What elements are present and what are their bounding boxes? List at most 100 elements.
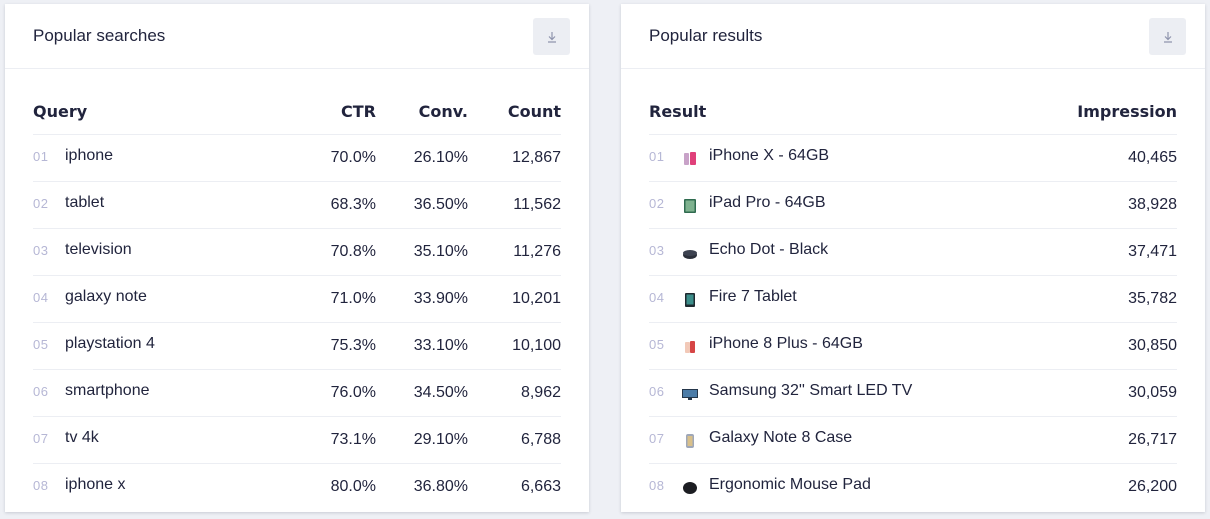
iphone-x-thumbnail-icon [684,152,696,165]
result-text[interactable]: Ergonomic Mouse Pad [709,476,871,493]
impression-value: 37,471 [1128,243,1177,260]
row-number: 04 [649,290,665,305]
row-number: 07 [649,431,665,446]
result-text[interactable]: Samsung 32'' Smart LED TV [709,382,913,399]
table-header: Query CTR Conv. Count [33,88,561,135]
popular-results-panel: Popular results Result Impression 01 iPho… [621,4,1205,512]
conv-value: 36.80% [413,478,468,495]
panel-header: Popular searches [5,4,589,69]
iphone-8-plus-thumbnail-icon [685,341,695,353]
table-row[interactable]: 05 iPhone 8 Plus - 64GB 30,850 [649,323,1177,370]
conv-value: 33.90% [413,290,468,307]
row-number: 08 [649,478,665,493]
conv-value: 29.10% [413,431,468,448]
ctr-value: 76.0% [330,384,376,401]
result-text[interactable]: Galaxy Note 8 Case [709,429,853,446]
count-value: 11,276 [513,243,561,260]
table-row[interactable]: 07 tv 4k 73.1% 29.10% 6,788 [33,417,561,464]
result-text[interactable]: Echo Dot - Black [709,241,829,258]
query-text[interactable]: iphone [65,147,114,164]
impression-value: 38,928 [1128,196,1177,213]
header-count[interactable]: Count [507,102,561,121]
conv-value: 34.50% [413,384,468,401]
row-number: 01 [33,149,49,164]
result-text[interactable]: Fire 7 Tablet [709,288,797,305]
table-row[interactable]: 08 Ergonomic Mouse Pad 26,200 [649,464,1177,510]
table-row[interactable]: 07 Galaxy Note 8 Case 26,717 [649,417,1177,464]
table-row[interactable]: 02 iPad Pro - 64GB 38,928 [649,182,1177,229]
impression-value: 40,465 [1128,149,1177,166]
galaxy-case-thumbnail-icon [686,434,694,448]
impression-value: 26,200 [1128,478,1177,495]
row-number: 05 [33,337,49,352]
download-button[interactable] [533,18,570,55]
table-row[interactable]: 03 television 70.8% 35.10% 11,276 [33,229,561,276]
samsung-tv-thumbnail-icon [682,389,698,400]
conv-value: 35.10% [413,243,468,260]
panel-header: Popular results [621,4,1205,69]
result-text[interactable]: iPhone 8 Plus - 64GB [709,335,863,352]
mouse-pad-thumbnail-icon [683,482,697,494]
query-text[interactable]: television [65,241,132,258]
ctr-value: 68.3% [330,196,376,213]
count-value: 10,100 [512,337,561,354]
table-row[interactable]: 04 galaxy note 71.0% 33.90% 10,201 [33,276,561,323]
header-impression[interactable]: Impression [1077,102,1177,121]
ctr-value: 75.3% [330,337,376,354]
impression-value: 30,850 [1128,337,1177,354]
fire-tablet-thumbnail-icon [685,293,695,307]
count-value: 6,663 [520,478,561,495]
query-text[interactable]: tv 4k [65,429,99,446]
row-number: 02 [649,196,665,211]
table-header: Result Impression [649,88,1177,135]
row-number: 03 [33,243,49,258]
row-number: 06 [33,384,49,399]
row-number: 04 [33,290,49,305]
table-row[interactable]: 05 playstation 4 75.3% 33.10% 10,100 [33,323,561,370]
ctr-value: 71.0% [330,290,376,307]
ctr-value: 70.0% [330,149,376,166]
count-value: 8,962 [520,384,561,401]
result-text[interactable]: iPhone X - 64GB [709,147,830,164]
download-icon [1163,31,1172,43]
query-text[interactable]: tablet [65,194,105,211]
table-row[interactable]: 08 iphone x 80.0% 36.80% 6,663 [33,464,561,510]
results-table: Result Impression 01 iPhone X - 64GB 40,46… [649,88,1177,510]
table-row[interactable]: 04 Fire 7 Tablet 35,782 [649,276,1177,323]
ctr-value: 73.1% [330,431,376,448]
table-row[interactable]: 03 Echo Dot - Black 37,471 [649,229,1177,276]
table-row[interactable]: 06 smartphone 76.0% 34.50% 8,962 [33,370,561,417]
query-text[interactable]: playstation 4 [65,335,155,352]
impression-value: 30,059 [1128,384,1177,401]
popular-searches-panel: Popular searches Query CTR Conv. Count 0… [5,4,589,512]
download-button[interactable] [1149,18,1186,55]
query-text[interactable]: smartphone [65,382,150,399]
table-row[interactable]: 02 tablet 68.3% 36.50% 11,562 [33,182,561,229]
query-text[interactable]: iphone x [65,476,126,493]
conv-value: 36.50% [413,196,468,213]
count-value: 6,788 [520,431,561,448]
header-conv[interactable]: Conv. [418,102,468,121]
download-icon [547,31,556,43]
header-ctr[interactable]: CTR [341,102,376,121]
impression-value: 26,717 [1128,431,1177,448]
count-value: 12,867 [512,149,561,166]
conv-value: 26.10% [413,149,468,166]
result-text[interactable]: iPad Pro - 64GB [709,194,826,211]
impression-value: 35,782 [1128,290,1177,307]
count-value: 11,562 [513,196,561,213]
count-value: 10,201 [512,290,561,307]
ctr-value: 70.8% [330,243,376,260]
ipad-pro-thumbnail-icon [684,199,696,213]
header-query[interactable]: Query [33,102,88,121]
header-result[interactable]: Result [649,102,707,121]
query-text[interactable]: galaxy note [65,288,147,305]
row-number: 08 [33,478,49,493]
table-row[interactable]: 06 Samsung 32'' Smart LED TV 30,059 [649,370,1177,417]
searches-table: Query CTR Conv. Count 01 iphone 70.0% 26.10… [33,88,561,510]
row-number: 01 [649,149,665,164]
row-number: 07 [33,431,49,446]
table-row[interactable]: 01 iPhone X - 64GB 40,465 [649,135,1177,182]
table-row[interactable]: 01 iphone 70.0% 26.10% 12,867 [33,135,561,182]
row-number: 03 [649,243,665,258]
